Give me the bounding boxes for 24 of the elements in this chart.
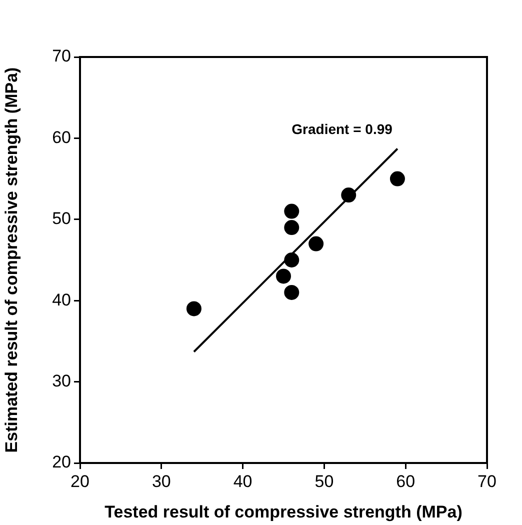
y-tick-label: 40	[52, 290, 71, 310]
y-tick-label: 70	[52, 46, 71, 66]
point	[284, 284, 300, 300]
point	[276, 268, 291, 284]
y-tick-label: 60	[52, 128, 71, 147]
x-axis-title: Tested result of compressive strength (MPa)	[104, 502, 462, 522]
point	[341, 188, 356, 203]
point	[390, 171, 405, 186]
x-tick-label: 50	[314, 472, 334, 491]
x-tick-label: 70	[478, 472, 496, 491]
y-tick-label: 50	[52, 209, 71, 228]
point	[284, 252, 300, 268]
x-tick-label: 30	[152, 472, 171, 491]
point	[186, 301, 202, 316]
point	[284, 220, 300, 236]
x-tick-label: 20	[70, 472, 90, 491]
x-tick-label: 40	[233, 472, 252, 491]
y-axis-title: Estimated result of compressive strength (MPa)	[2, 67, 21, 453]
annotation: Gradient = 0.99	[292, 120, 393, 137]
x-tick-label: 60	[396, 472, 416, 491]
y-tick-label: 20	[52, 452, 71, 472]
point	[308, 236, 324, 252]
y-tick-label: 30	[52, 371, 71, 390]
point	[284, 204, 300, 219]
